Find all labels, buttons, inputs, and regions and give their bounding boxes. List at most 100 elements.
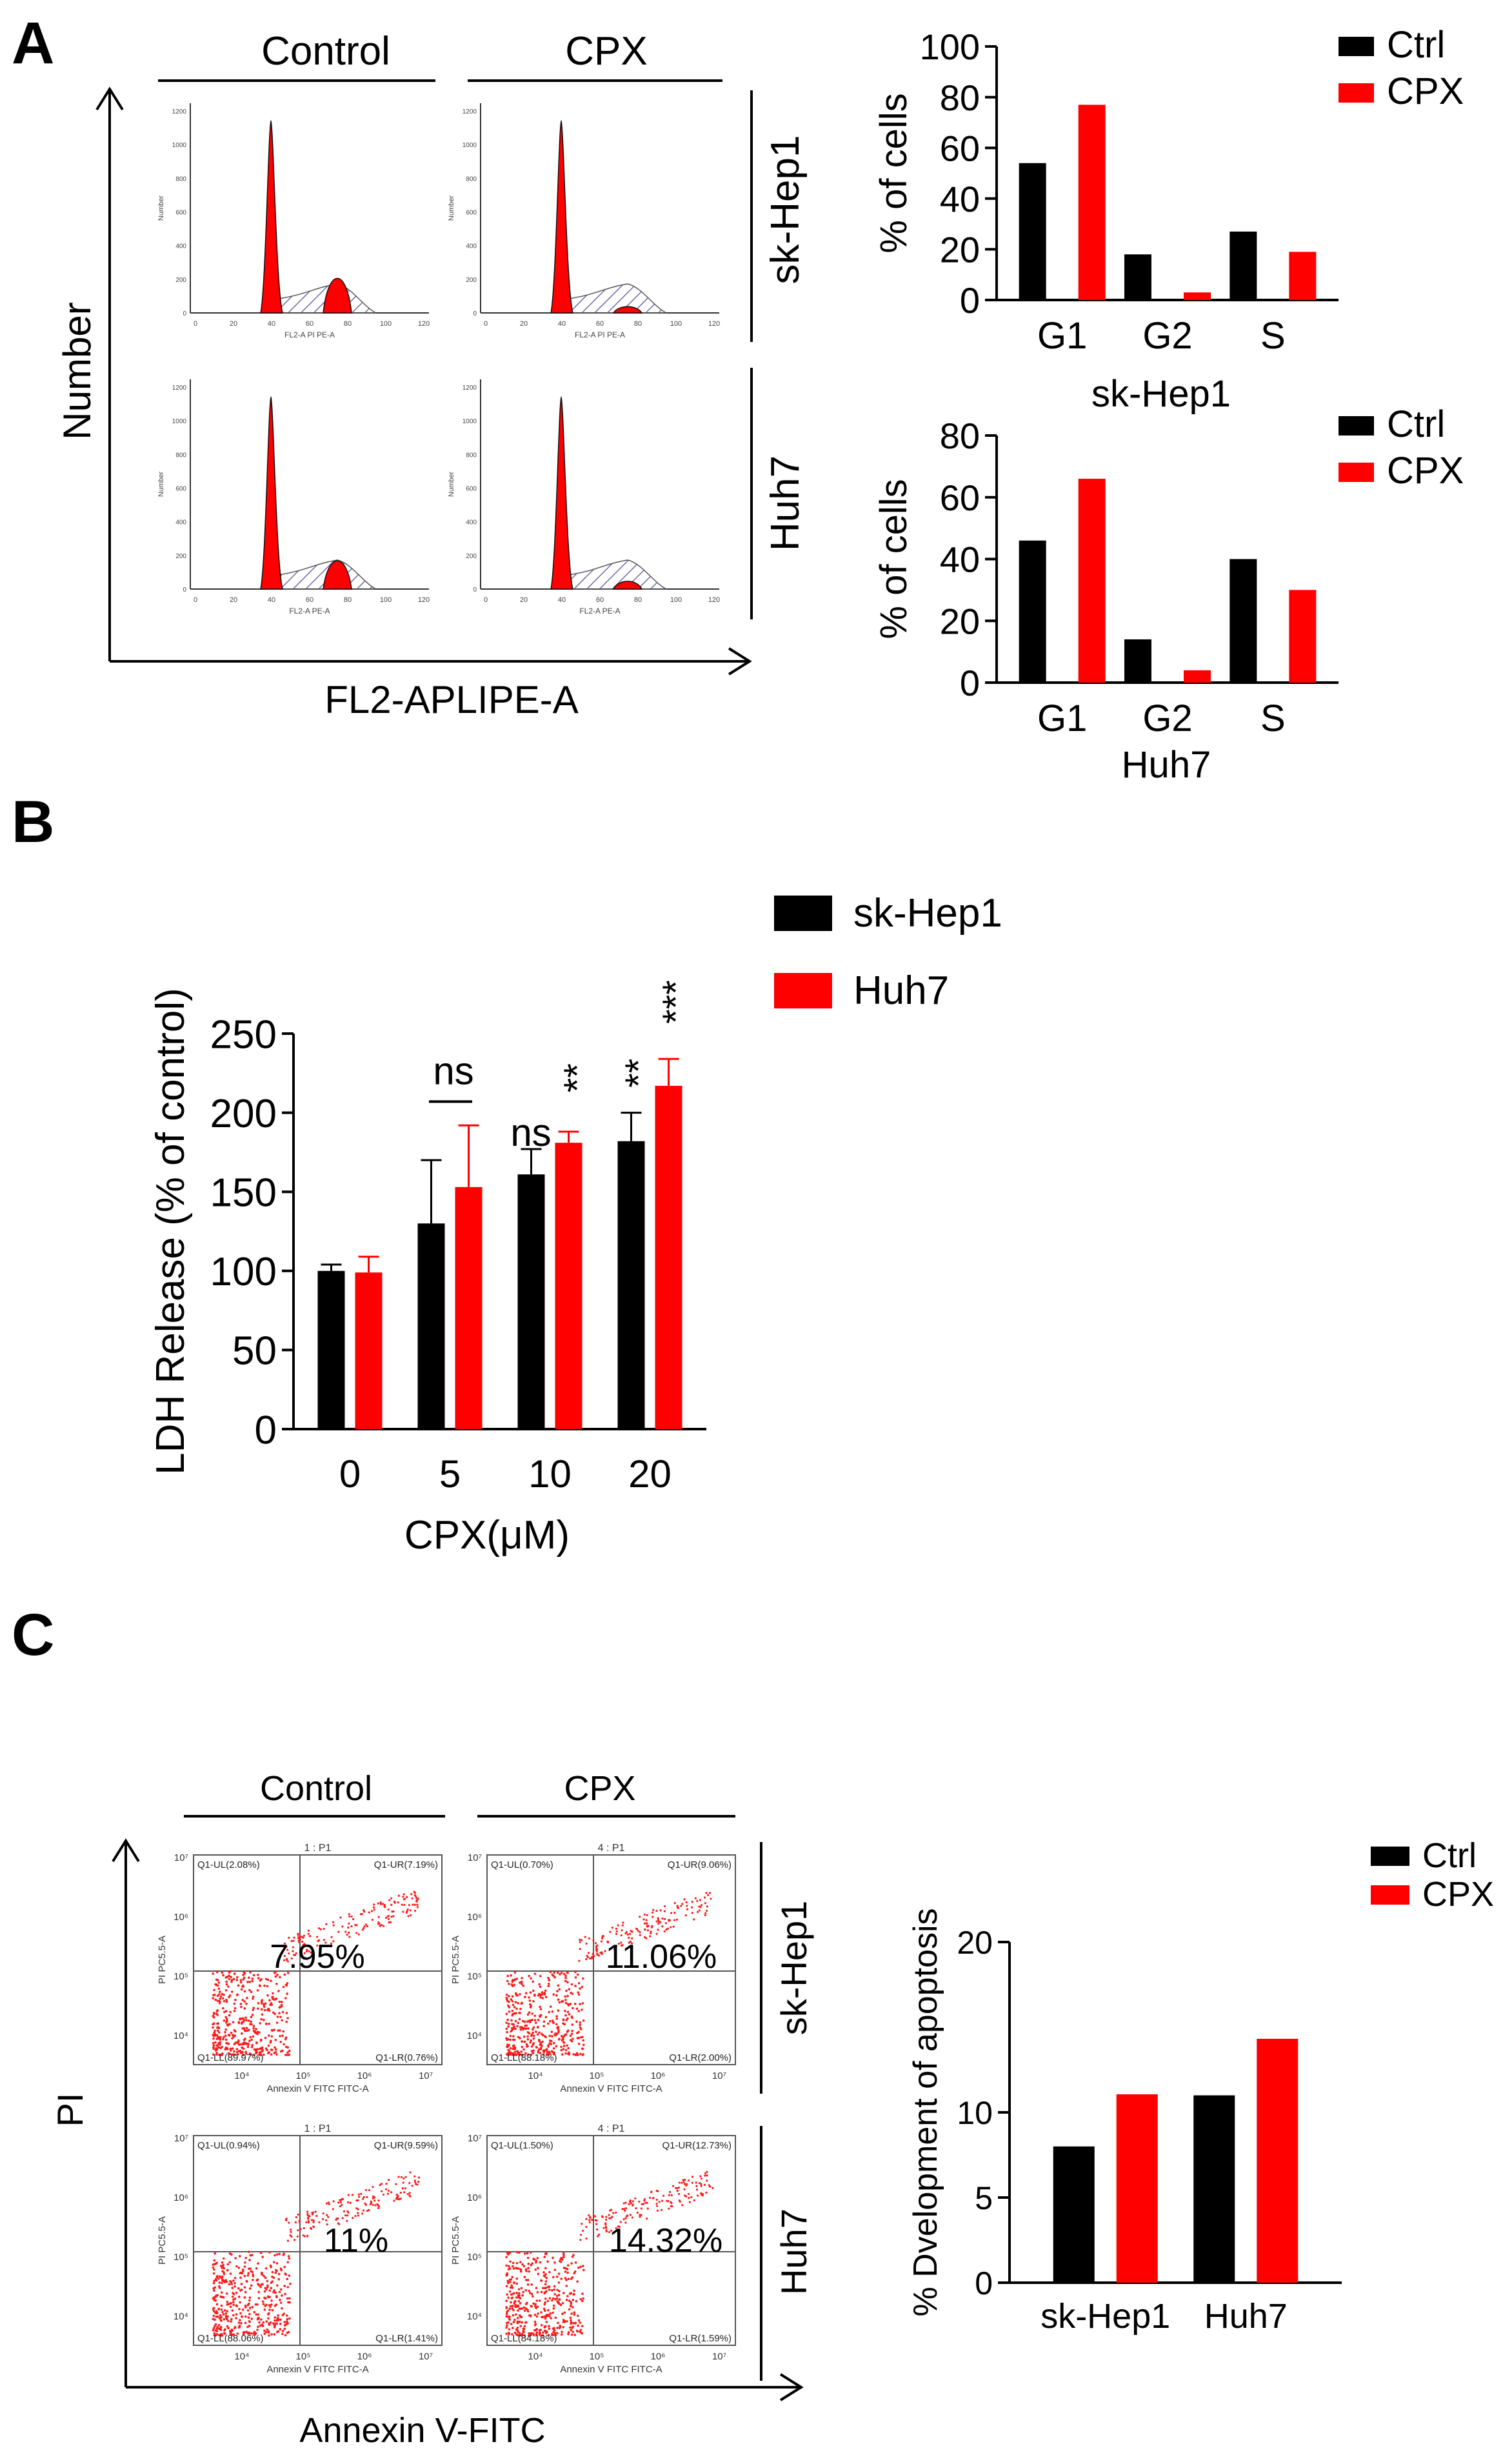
dotplot-cpx-huh7-dot (691, 2181, 693, 2184)
dotplot-control-huh7-dot (283, 2321, 286, 2323)
dotplot-cpx-huh7-dot (579, 2239, 582, 2241)
dotplot-cpx-huh7-dot (632, 2200, 634, 2203)
dotplot-cpx-skhep1-dot (548, 2010, 550, 2014)
dotplot-cpx-skhep1-dot (510, 1998, 513, 2001)
dotplot-cpx-huh7-dot (615, 2227, 617, 2230)
dotplot-control-huh7-dot (245, 2279, 248, 2283)
dotplot-cpx-huh7-dot (520, 2316, 523, 2319)
b-ldh-ytick-label-4: 200 (210, 1092, 277, 1136)
dotplot-control-skhep1-dot (221, 2054, 223, 2056)
dotplot-cpx-huh7-dot (511, 2305, 514, 2307)
dotplot-control-skhep1-dot (274, 2038, 277, 2041)
dotplot-cpx-skhep1-dot (505, 2021, 508, 2024)
dotplot-control-skhep1-dot (319, 1944, 322, 1947)
dotplot-cpx-skhep1-dot (518, 2018, 521, 2021)
dotplot-control-huh7-dot (244, 2290, 247, 2294)
dotplot-cpx-skhep1-dot (624, 1932, 627, 1935)
dotplot-control-skhep1-dot (293, 1936, 295, 1939)
dotplot-cpx-huh7-dot (542, 2331, 544, 2334)
dotplot-control-huh7-dot (260, 2318, 263, 2321)
dotplot-control-skhep1-dot (216, 2022, 219, 2025)
dotplot-cpx-huh7-dot (548, 2289, 551, 2291)
dotplot-cpx-skhep1-dot (561, 2053, 564, 2056)
dotplot-cpx-skhep1-dot (506, 2030, 508, 2034)
dotplot-control-huh7-dot (213, 2289, 215, 2292)
dotplot-control-huh7-dot (295, 2216, 298, 2219)
dotplot-control-huh7-dot (286, 2239, 290, 2242)
dotplot-control-skhep1-dot (237, 1984, 240, 1987)
dotplot-control-huh7-dot (362, 2209, 365, 2212)
dotplot-cpx-huh7-dot (530, 2283, 533, 2286)
dotplot-control-skhep1-dot (242, 1985, 245, 1988)
dotplot-control-skhep1-dot (212, 2037, 215, 2040)
dotplot-cpx-huh7-dot (605, 2230, 608, 2233)
dotplot-cpx-skhep1-dot (517, 2036, 520, 2039)
dotplot-control-skhep1-dot (230, 1979, 234, 1981)
dotplot-cpx-skhep1-dot (548, 2019, 552, 2023)
dotplot-control-huh7-dot (248, 2312, 251, 2316)
dotplot-control-huh7-dot (226, 2263, 230, 2266)
dotplot-cpx-skhep1-dot (700, 1904, 703, 1907)
dotplot-control-huh7-dot (368, 2189, 371, 2192)
hist-control-huh7-ytick-0: 0 (183, 586, 186, 594)
dotplot-cpx-huh7-dot (567, 2278, 570, 2280)
dotplot-cpx-skhep1-xtick-3: 10⁷ (712, 2070, 726, 2081)
dotplot-cpx-huh7-dot (544, 2287, 546, 2290)
dotplot-cpx-skhep1-dot (630, 1942, 633, 1945)
dotplot-cpx-huh7-dot (519, 2261, 522, 2263)
dotplot-control-skhep1-dot (282, 1985, 285, 1988)
dotplot-control-huh7-dot (243, 2265, 246, 2268)
dotplot-control-skhep1-dot (244, 2050, 247, 2054)
dotplot-cpx-huh7-dot (605, 2227, 608, 2229)
b-annotation-ns-5: ns (433, 1049, 473, 1092)
dotplot-control-skhep1-dot (325, 1923, 328, 1925)
dotplot-control-skhep1-dot (223, 2010, 226, 2014)
dotplot-cpx-skhep1-dot (526, 2045, 529, 2047)
dotplot-control-huh7-dot (279, 2298, 281, 2301)
dotplot-cpx-skhep1-dot (577, 2010, 580, 2012)
dotplot-control-skhep1-dot (292, 1939, 295, 1942)
dotplot-control-huh7-dot (219, 2287, 221, 2289)
dotplot-cpx-huh7-dot (528, 2270, 531, 2273)
dotplot-cpx-skhep1-dot (508, 2010, 511, 2013)
dotplot-control-skhep1-dot (236, 2053, 239, 2056)
dotplot-cpx-skhep1-dot (564, 2052, 567, 2055)
dotplot-control-huh7-dot (395, 2183, 397, 2185)
dotplot-control-huh7-dot (244, 2304, 247, 2307)
dotplot-control-huh7-dot (337, 2222, 340, 2225)
dotplot-cpx-skhep1-dot (535, 2046, 538, 2048)
dotplot-control-skhep1-dot (255, 2052, 257, 2055)
hist-control-huh7-ytick-2: 400 (175, 519, 186, 526)
dotplot-control-huh7-dot (284, 2292, 286, 2296)
dotplot-cpx-huh7-dot (643, 2199, 646, 2202)
dotplot-cpx-skhep1-dot (524, 2052, 527, 2055)
dotplot-control-huh7-dot (269, 2321, 272, 2324)
dotplot-cpx-skhep1-dot (529, 1991, 532, 1994)
dotplot-cpx-skhep1-dot (586, 1954, 588, 1958)
dotplot-control-skhep1-dot (308, 1950, 310, 1952)
dotplot-cpx-huh7-dot (544, 2267, 547, 2270)
dotplot-cpx-huh7-dot (547, 2334, 550, 2337)
dotplot-control-skhep1-dot (286, 2051, 289, 2054)
dotplot-cpx-huh7-dot (513, 2292, 515, 2295)
dotplot-cpx-skhep1-dot (556, 2032, 559, 2035)
dotplot-control-huh7-dot (241, 2315, 243, 2318)
dotplot-control-skhep1-dot (226, 2048, 229, 2050)
dotplot-control-skhep1-dot (271, 1996, 274, 1999)
dotplot-control-skhep1-dot (254, 2032, 257, 2034)
dotplot-cpx-huh7-dot (681, 2204, 684, 2207)
dotplot-cpx-skhep1-dot (548, 2052, 552, 2056)
dotplot-control-skhep1-dot (228, 2034, 231, 2037)
dotplot-control-huh7-dot (214, 2278, 217, 2281)
dotplot-cpx-huh7-dot (564, 2267, 567, 2270)
dotplot-cpx-huh7-dot (523, 2325, 526, 2328)
dotplot-control-huh7-dot (268, 2334, 270, 2337)
dotplot-control-skhep1-dot (226, 1985, 230, 1988)
dotplot-cpx-skhep1-dot (569, 2034, 572, 2038)
dotplot-control-skhep1-dot (237, 2040, 240, 2043)
dotplot-control-skhep1-dot (246, 2045, 250, 2048)
hist-cpx-huh7-ylabel: Number (448, 472, 455, 497)
dotplot-cpx-skhep1-dot (566, 1981, 569, 1984)
dotplot-cpx-skhep1-dot (509, 2038, 512, 2041)
dotplot-cpx-huh7-dot (543, 2303, 546, 2306)
